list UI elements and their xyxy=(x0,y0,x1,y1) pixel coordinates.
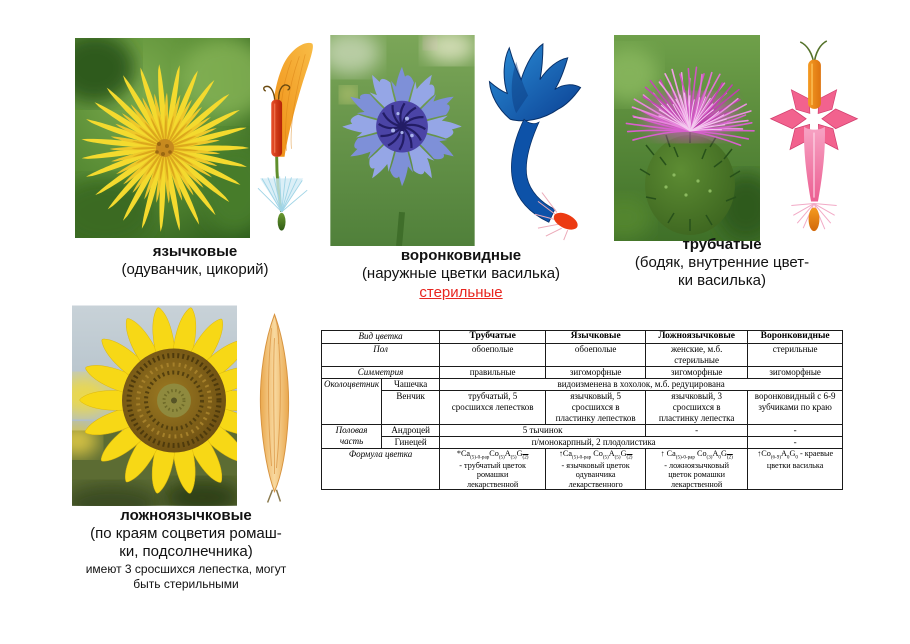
header-tubular: Трубчатые xyxy=(439,330,547,344)
cell-corolla-false-ligulate: язычковый, 3 сросшихся в пластинку лепес… xyxy=(645,390,749,425)
cell-formula-ligulate: ↑Ca(5)-0-pap Co(5)A(5)G(2) - язычковый цв… xyxy=(545,447,647,491)
cell-sex-funnel: стерильные xyxy=(747,343,844,367)
funnel-subtitle: (наружные цветки василька) xyxy=(361,265,561,282)
funnel-caption: воронковидные (наружные цветки василька)… xyxy=(331,247,591,302)
header-funnel: Воронковидные xyxy=(747,330,844,344)
flower-types-table: Вид цветка Трубчатые Язычковые Ложноязыч… xyxy=(320,330,844,491)
cell-sex-ligulate: обоеполые xyxy=(545,343,647,367)
row-symmetry: Симметрия правильные зигоморфные зигомор… xyxy=(320,366,844,379)
ligulate-caption: язычковые (одуванчик, цикорий) xyxy=(65,243,325,279)
cell-formula-false-ligulate: ↑ Ca(5)-0-pap Co(3)A0G(2) - ложноязычковы… xyxy=(645,447,749,491)
cornflower-photo xyxy=(330,35,475,246)
cell-perianth-label: Околоцветник xyxy=(320,378,383,425)
header-vid-cvetka: Вид цветка xyxy=(320,330,441,344)
cell-corolla-label: Венчик xyxy=(381,390,441,425)
cell-sex-false-ligulate: женские, м.б. стерильные xyxy=(645,343,749,367)
ligulate-title: язычковые xyxy=(152,243,238,260)
thistle-photo xyxy=(614,35,760,241)
cell-androecium-funnel: - xyxy=(747,424,844,437)
cell-corolla-funnel: воронковидный с 6-9 зубчиками по краю xyxy=(747,390,844,425)
funnel-title: воронковидные xyxy=(400,247,522,264)
header-false-ligulate: Ложноязычковые xyxy=(645,330,749,344)
cell-gynoecium-label: Гинецей xyxy=(381,436,441,449)
header-ligulate: Язычковые xyxy=(545,330,647,344)
cell-androecium-label: Андроцей xyxy=(381,424,441,437)
cell-androecium-span: 5 тычинок xyxy=(439,424,647,437)
sunflower-photo xyxy=(72,305,237,506)
cell-androecium-false-ligulate: - xyxy=(645,424,749,437)
dandelion-photo xyxy=(75,38,250,238)
cell-sexual-part-label: Половая часть xyxy=(320,424,383,449)
cell-formula-funnel: ↑Co(6-9)A0G0 - краевые цветки василька xyxy=(747,447,844,491)
cell-sex-tubular: обоеполые xyxy=(439,343,547,367)
tubular-subtitle: (бодяк, внутренние цвет- ки василька) xyxy=(634,254,810,289)
row-calyx: Околоцветник Чашечка видоизменена в хохо… xyxy=(320,378,844,425)
tubular-caption: трубчатые (бодяк, внутренние цвет- ки ва… xyxy=(592,236,852,290)
cell-symmetry-ligulate: зигоморфные xyxy=(545,366,647,379)
cell-corolla-tubular: трубчатый, 5 сросшихся лепестков xyxy=(439,390,547,425)
cell-symmetry-funnel: зигоморфные xyxy=(747,366,844,379)
row-corolla: Венчик трубчатый, 5 сросшихся лепестков … xyxy=(322,390,844,425)
cell-symmetry-label: Симметрия xyxy=(320,366,441,379)
cell-formula-label: Формула цветка xyxy=(320,447,441,491)
row-androecium: Половая часть Андроцей 5 тычинок - - xyxy=(320,424,844,449)
cell-sex-label: Пол xyxy=(320,343,441,367)
row-sex: Пол обоеполые обоеполые женские, м.б. ст… xyxy=(320,343,844,367)
row-formula: Формула цветка *Ca(5)-0-papCo(5)A(5)G(2)… xyxy=(320,447,844,491)
cell-corolla-ligulate: язычковый, 5 сросшихся в пластинку лепес… xyxy=(545,390,647,425)
false-ligulate-caption: ложноязычковые (по краям соцветия ромаш-… xyxy=(56,507,316,592)
false-ligulate-title: ложноязычковые xyxy=(120,507,252,524)
funnel-flower-diagram xyxy=(488,43,582,241)
false-ligulate-note: имеют 3 сросшихся лепестка, могут быть с… xyxy=(85,562,287,591)
ligulate-flower-diagram xyxy=(257,42,313,231)
row-gynoecium: Гинецей п/монокарпный, 2 плодолистика - xyxy=(322,436,844,449)
ligulate-subtitle: (одуванчик, цикорий) xyxy=(121,261,269,278)
cell-gynoecium-span: п/монокарпный, 2 плодолистика xyxy=(439,436,749,449)
false-ligulate-petal-diagram xyxy=(259,313,290,503)
cell-calyx-label: Чашечка xyxy=(381,378,441,391)
false-ligulate-subtitle: (по краям соцветия ромаш- ки, подсолнечн… xyxy=(90,525,282,560)
funnel-sterile-note: стерильные xyxy=(419,284,503,301)
cell-calyx-all: видоизменена в хохолок, м.б. редуцирован… xyxy=(439,378,844,391)
tubular-flower-diagram xyxy=(770,40,858,232)
cell-symmetry-tubular: правильные xyxy=(439,366,547,379)
table-header-row: Вид цветка Трубчатые Язычковые Ложноязыч… xyxy=(320,330,844,344)
cell-formula-tubular: *Ca(5)-0-papCo(5)A(5)G(2) - трубчатый цве… xyxy=(439,447,547,491)
cell-gynoecium-funnel: - xyxy=(747,436,844,449)
cell-symmetry-false-ligulate: зигоморфные xyxy=(645,366,749,379)
tubular-title: трубчатые xyxy=(682,236,762,253)
